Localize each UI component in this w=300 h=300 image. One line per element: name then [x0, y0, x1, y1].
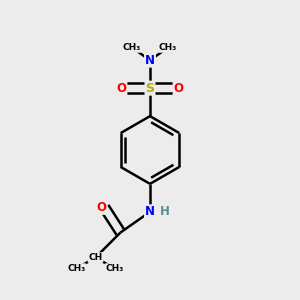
- Text: O: O: [174, 82, 184, 95]
- Text: CH: CH: [88, 253, 103, 262]
- Text: O: O: [116, 82, 126, 95]
- Text: S: S: [146, 82, 154, 95]
- Text: N: N: [145, 205, 155, 218]
- Text: O: O: [96, 201, 106, 214]
- Text: CH₃: CH₃: [106, 264, 124, 273]
- Text: CH₃: CH₃: [159, 43, 177, 52]
- Text: CH₃: CH₃: [67, 264, 86, 273]
- Text: CH₃: CH₃: [123, 43, 141, 52]
- Text: N: N: [145, 54, 155, 67]
- Text: H: H: [160, 205, 170, 218]
